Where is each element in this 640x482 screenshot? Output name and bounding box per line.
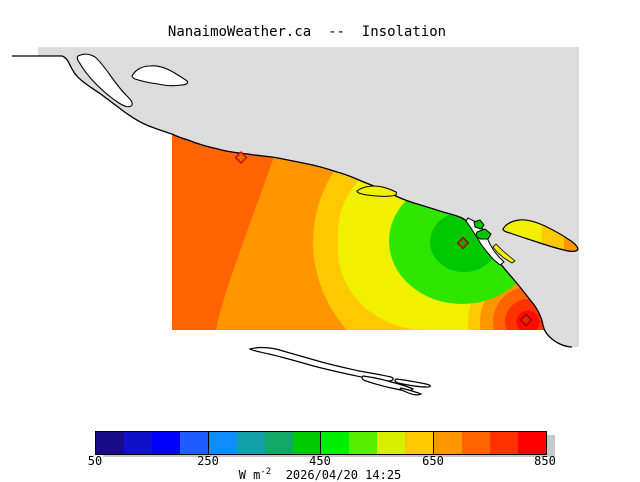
station-marker-nanaimo: [456, 236, 470, 250]
station-marker-outline: [456, 236, 470, 250]
south-island-fork-b: [394, 378, 431, 388]
colorbar-label-50: 50: [87, 454, 103, 468]
sand-spit: [492, 243, 516, 264]
colorbar-segment: [349, 432, 378, 454]
unit-exponent: -2: [260, 467, 272, 477]
page-title: NanaimoWeather.ca -- Insolation: [167, 24, 447, 40]
south-island-fork-c: [399, 387, 423, 396]
colorbar-segment: [517, 432, 546, 454]
colorbar-segment: [461, 432, 490, 454]
colorbar-segment: [96, 432, 125, 454]
colorbar-segment: [180, 432, 209, 454]
colorbar-label-250: 250: [197, 454, 219, 468]
colorbar-segment: [321, 432, 350, 454]
colorbar-segment: [152, 432, 181, 454]
harbour-island-small: [473, 219, 485, 230]
colorbar-segment: [236, 432, 265, 454]
station-marker-northwest: [234, 151, 248, 164]
field-band-deep-orange-west: [172, 135, 281, 330]
colorbar-track: [95, 431, 547, 455]
colorbar-segment: [405, 432, 434, 454]
colorbar-segment: [124, 432, 153, 454]
colorbar-tick-250: [208, 432, 209, 454]
station-marker-southeast: [519, 313, 533, 327]
colorbar-segment: [208, 432, 237, 454]
colorbar-tick-650: [433, 432, 434, 454]
colorbar-segment: [292, 432, 321, 454]
coastline: [12, 55, 573, 348]
colorbar-segment: [433, 432, 462, 454]
colorbar-label-850: 850: [534, 454, 556, 468]
unit-label: W m: [238, 468, 261, 482]
strip-island: [502, 219, 579, 252]
colorbar-label-450: 450: [309, 454, 331, 468]
colorbar-segment: [377, 432, 406, 454]
south-island-long: [248, 346, 394, 382]
station-marker-outline: [519, 313, 533, 327]
colorbar-segment: [264, 432, 293, 454]
lagoon-island: [356, 185, 398, 197]
station-marker-outline: [234, 151, 248, 164]
land-mainland: [38, 47, 579, 347]
colorbar-caption: W m-2 2026/04/20 14:25: [0, 467, 640, 482]
colorbar-label-650: 650: [422, 454, 444, 468]
inlet-east: [131, 65, 189, 87]
colorbar-tick-450: [320, 432, 321, 454]
timestamp: 2026/04/20 14:25: [285, 468, 402, 482]
colorbar-segment: [489, 432, 518, 454]
harbour-island-large: [475, 228, 492, 240]
inlet-west: [76, 53, 133, 108]
